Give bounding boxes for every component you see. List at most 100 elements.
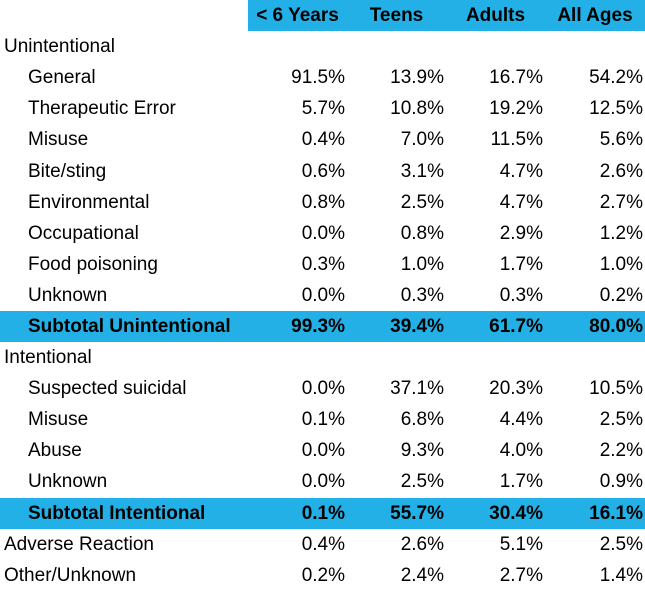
value-cell: 13.9%: [390, 67, 444, 89]
value-cell: 5.6%: [599, 129, 643, 151]
value-cell: 4.0%: [499, 440, 543, 462]
value-cell: 0.0%: [301, 222, 345, 244]
row-label: Unknown: [28, 471, 108, 493]
value-cell: 19.2%: [489, 98, 543, 120]
value-cell: 2.6%: [400, 533, 444, 555]
table-row: Other/Unknown 0.2% 2.4% 2.7% 1.4%: [0, 560, 645, 591]
group-row: Unintentional: [0, 31, 645, 62]
value-cell: 4.4%: [499, 409, 543, 431]
value-cell: 0.1%: [301, 409, 345, 431]
value-cell: 5.1%: [499, 533, 543, 555]
subtotal-row: Subtotal Unintentional 99.3% 39.4% 61.7% 80.…: [0, 310, 645, 343]
table-row: Occupational 0.0% 0.8% 2.9% 1.2%: [0, 218, 645, 249]
value-cell: 0.4%: [301, 533, 345, 555]
value-cell: [446, 342, 545, 373]
value-cell: 5.7%: [301, 98, 345, 120]
row-label: Unintentional: [4, 36, 115, 58]
table-row: Misuse 0.4% 7.0% 11.5% 5.6%: [0, 124, 645, 155]
value-cell: 2.2%: [599, 440, 643, 462]
row-label: Intentional: [4, 347, 92, 369]
row-label: Environmental: [28, 191, 150, 213]
header-row: < 6 Years Teens Adults All Ages: [0, 0, 645, 32]
value-cell: 99.3%: [248, 310, 347, 343]
table-row: Misuse 0.1% 6.8% 4.4% 2.5%: [0, 404, 645, 435]
value-cell: 0.8%: [400, 222, 444, 244]
row-label: Misuse: [28, 129, 89, 151]
row-label: Misuse: [28, 409, 89, 431]
group-row: Intentional: [0, 342, 645, 373]
value-cell: 91.5%: [291, 67, 345, 89]
value-cell: 2.6%: [599, 160, 643, 182]
value-cell: 2.5%: [599, 409, 643, 431]
value-cell: 2.5%: [400, 471, 444, 493]
value-cell: 0.3%: [499, 284, 543, 306]
table-row: Therapeutic Error 5.7% 10.8% 19.2% 12.5%: [0, 93, 645, 124]
value-cell: 3.1%: [400, 160, 444, 182]
value-cell: 20.3%: [489, 378, 543, 400]
value-cell: [248, 31, 347, 62]
value-cell: 80.0%: [545, 310, 645, 343]
value-cell: 2.5%: [400, 191, 444, 213]
table-body: Unintentional General 91.5% 13.9% 16.7% 54.2%…: [0, 31, 645, 591]
table-row: Abuse 0.0% 9.3% 4.0% 2.2%: [0, 435, 645, 466]
table-row: Unknown 0.0% 0.3% 0.3% 0.2%: [0, 280, 645, 311]
value-cell: [545, 342, 645, 373]
value-cell: 0.3%: [400, 284, 444, 306]
header-blank-cell: [0, 0, 248, 32]
value-cell: 0.1%: [248, 497, 347, 529]
value-cell: 0.3%: [301, 253, 345, 275]
table-row: Suspected suicidal 0.0% 37.1% 20.3% 10.5%: [0, 373, 645, 404]
value-cell: 0.9%: [599, 471, 643, 493]
value-cell: 0.6%: [301, 160, 345, 182]
value-cell: 1.0%: [599, 253, 643, 275]
row-label: Therapeutic Error: [28, 98, 176, 120]
subtotal-row: Subtotal Intentional 0.1% 55.7% 30.4% 16.1%: [0, 497, 645, 529]
value-cell: 37.1%: [390, 378, 444, 400]
row-label: Occupational: [28, 222, 139, 244]
table-row: Food poisoning 0.3% 1.0% 1.7% 1.0%: [0, 249, 645, 280]
table-row: General 91.5% 13.9% 16.7% 54.2%: [0, 62, 645, 93]
value-cell: 1.2%: [599, 222, 643, 244]
row-label: Bite/sting: [28, 160, 107, 182]
value-cell: 1.0%: [400, 253, 444, 275]
value-cell: 2.9%: [499, 222, 543, 244]
value-cell: 0.2%: [599, 284, 643, 306]
value-cell: 4.7%: [499, 191, 543, 213]
value-cell: 0.0%: [301, 471, 345, 493]
value-cell: 2.7%: [599, 191, 643, 213]
value-cell: 55.7%: [347, 497, 446, 529]
value-cell: 11.5%: [490, 129, 543, 151]
row-label: Other/Unknown: [4, 564, 137, 586]
value-cell: [347, 31, 446, 62]
row-label: Adverse Reaction: [4, 533, 154, 555]
value-cell: 7.0%: [400, 129, 444, 151]
value-cell: [248, 342, 347, 373]
row-label: General: [28, 67, 96, 89]
value-cell: 2.5%: [599, 533, 643, 555]
value-cell: 16.1%: [545, 497, 645, 529]
value-cell: 1.4%: [599, 564, 643, 586]
value-cell: 6.8%: [400, 409, 444, 431]
value-cell: 54.2%: [589, 67, 643, 89]
value-cell: 16.7%: [489, 67, 543, 89]
column-header: Adults: [446, 0, 545, 32]
value-cell: 4.7%: [499, 160, 543, 182]
value-cell: [545, 31, 645, 62]
row-label: Suspected suicidal: [28, 378, 187, 400]
value-cell: [446, 31, 545, 62]
value-cell: 0.0%: [301, 378, 345, 400]
value-cell: 0.2%: [301, 564, 345, 586]
value-cell: 2.4%: [400, 564, 444, 586]
value-cell: 39.4%: [347, 310, 446, 343]
row-label: Unknown: [28, 284, 108, 306]
value-cell: 10.5%: [589, 378, 643, 400]
row-label: Abuse: [28, 440, 82, 462]
value-cell: 2.7%: [499, 564, 543, 586]
table-row: Bite/sting 0.6% 3.1% 4.7% 2.6%: [0, 155, 645, 186]
table-row: Unknown 0.0% 2.5% 1.7% 0.9%: [0, 466, 645, 497]
value-cell: 10.8%: [390, 98, 444, 120]
column-header: < 6 Years: [248, 0, 347, 32]
value-cell: 0.8%: [301, 191, 345, 213]
value-cell: 0.0%: [301, 284, 345, 306]
